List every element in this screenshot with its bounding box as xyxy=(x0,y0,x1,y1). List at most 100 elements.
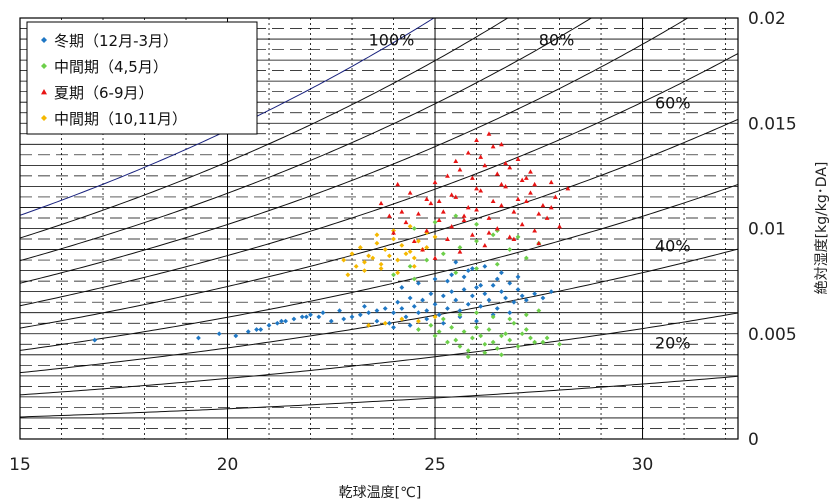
x-axis-title: 乾球温度[℃] xyxy=(339,485,422,501)
data-point xyxy=(499,333,504,339)
legend: 冬期（12月-3月） 中間期（4,5月） 夏期（6-9月） 中間期（10,11月） xyxy=(26,21,258,135)
data-point xyxy=(544,215,550,220)
data-point xyxy=(499,289,504,295)
data-point xyxy=(436,329,442,335)
series-group xyxy=(92,259,554,343)
data-point xyxy=(548,289,554,295)
data-point xyxy=(482,263,488,269)
data-point xyxy=(453,297,459,303)
data-point xyxy=(478,333,484,339)
legend-label: 夏期（6-9月） xyxy=(54,84,154,102)
data-point xyxy=(382,247,388,252)
data-point xyxy=(486,327,492,332)
rh-curve-50 xyxy=(20,118,738,329)
data-point xyxy=(416,318,421,324)
x-tick-label: 25 xyxy=(424,455,446,475)
data-point xyxy=(391,236,396,242)
data-point xyxy=(507,310,513,316)
data-point xyxy=(490,144,496,149)
data-point xyxy=(507,247,513,252)
data-point xyxy=(407,263,413,269)
data-point xyxy=(557,341,562,347)
data-point xyxy=(532,181,538,187)
data-point xyxy=(449,272,455,278)
data-point xyxy=(445,278,450,284)
data-point xyxy=(507,280,513,286)
rh-curve-70 xyxy=(20,18,689,284)
data-point xyxy=(445,306,450,311)
data-point xyxy=(557,223,562,229)
data-point xyxy=(440,293,446,299)
data-point xyxy=(357,312,363,318)
data-point xyxy=(233,333,239,339)
data-point xyxy=(357,245,363,250)
data-point xyxy=(474,238,479,244)
data-point xyxy=(411,263,417,269)
data-point xyxy=(424,308,430,313)
data-point xyxy=(548,205,554,210)
data-point xyxy=(440,316,446,322)
x-tick-label: 20 xyxy=(217,455,239,475)
data-point xyxy=(494,261,500,267)
data-point xyxy=(465,205,471,210)
data-point xyxy=(474,221,479,227)
data-point xyxy=(420,247,425,252)
data-point xyxy=(362,268,367,273)
data-point xyxy=(411,226,417,231)
data-point xyxy=(449,223,455,229)
data-point xyxy=(490,232,496,238)
data-point xyxy=(515,234,521,240)
x-tick-label: 30 xyxy=(632,455,654,475)
y-tick-label: 0.01 xyxy=(748,220,786,240)
data-point xyxy=(478,282,484,288)
x-axis-ticks: 15 20 25 30 xyxy=(9,455,653,475)
data-point xyxy=(337,308,342,313)
data-point xyxy=(399,242,405,248)
data-point xyxy=(503,295,508,301)
data-point xyxy=(378,266,384,271)
data-point xyxy=(428,200,434,206)
data-point xyxy=(303,314,309,320)
data-point xyxy=(465,301,471,307)
data-point xyxy=(403,219,409,225)
data-point xyxy=(469,266,475,271)
data-point xyxy=(374,318,380,324)
rh-curve-60 xyxy=(20,53,738,307)
data-point xyxy=(474,310,479,316)
data-point xyxy=(291,316,297,322)
data-point xyxy=(536,211,542,216)
data-point xyxy=(511,236,517,241)
data-point xyxy=(494,226,500,231)
data-point xyxy=(266,322,272,328)
y-axis-ticks: 0 0.005 0.01 0.015 0.02 xyxy=(748,9,797,450)
data-point xyxy=(353,263,359,269)
rh-curve-30 xyxy=(20,248,738,374)
rh-label-100: 100% xyxy=(369,30,415,49)
relative-humidity-curves xyxy=(20,18,738,418)
data-point xyxy=(494,171,500,176)
data-point xyxy=(453,213,459,219)
data-point xyxy=(370,255,376,261)
data-point xyxy=(490,198,496,204)
data-point xyxy=(432,333,438,339)
data-point xyxy=(432,255,438,260)
data-point xyxy=(461,213,467,218)
data-point xyxy=(320,310,326,316)
data-point xyxy=(507,337,513,343)
data-point xyxy=(411,303,417,309)
data-point xyxy=(499,181,504,187)
legend-item: 夏期（6-9月） xyxy=(41,84,154,102)
data-point xyxy=(515,156,521,161)
data-point xyxy=(494,276,500,282)
data-point xyxy=(428,291,434,297)
data-point xyxy=(457,312,463,318)
data-point xyxy=(274,320,280,326)
data-point xyxy=(299,314,305,320)
data-point xyxy=(436,198,442,204)
data-point xyxy=(407,223,413,229)
data-point xyxy=(511,299,517,305)
data-point xyxy=(453,259,459,265)
data-point xyxy=(457,167,463,172)
data-point xyxy=(432,234,438,240)
data-point xyxy=(341,316,347,322)
